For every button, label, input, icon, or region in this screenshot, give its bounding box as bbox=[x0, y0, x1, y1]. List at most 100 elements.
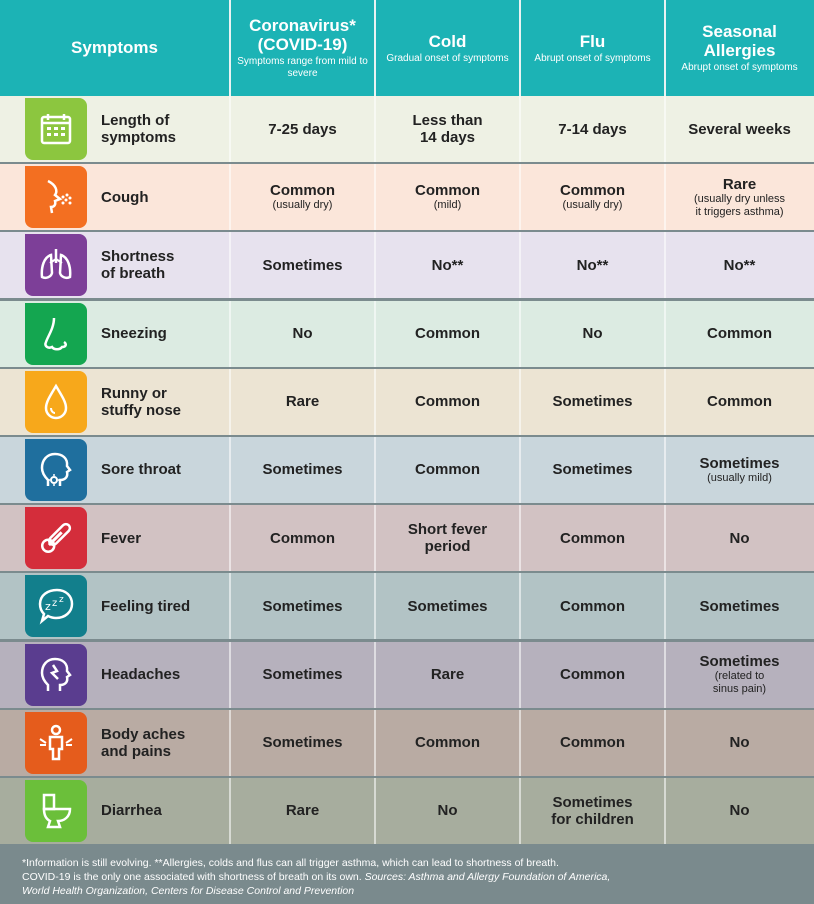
footnote-line-1: *Information is still evolving. **Allerg… bbox=[22, 857, 559, 869]
table-row: Length of symptoms 7-25 days Less than 14 … bbox=[0, 96, 814, 162]
cell-note: (usually mild) bbox=[707, 471, 772, 484]
value-cell-cold: Common bbox=[376, 436, 521, 503]
cell-value: Common bbox=[707, 325, 772, 343]
symptom-cell: Diarrhea bbox=[0, 777, 231, 844]
cell-value: No** bbox=[723, 256, 756, 274]
symptom-label: Sneezing bbox=[101, 325, 167, 343]
value-cell-allergies: Rare (usually dry unless it triggers asth… bbox=[666, 164, 813, 230]
symptom-cell: Body aches and pains bbox=[0, 709, 231, 776]
symptom-cell: Sneezing bbox=[0, 300, 231, 367]
cell-value: Several weeks bbox=[688, 120, 791, 138]
value-cell-cold: Less than 14 days bbox=[376, 96, 521, 162]
header-symptoms: Symptoms bbox=[0, 0, 231, 96]
table-row: Runny or stuffy nose Rare Common Sometimes C… bbox=[0, 368, 814, 435]
cell-value: Rare bbox=[285, 802, 320, 820]
cell-value: Common bbox=[415, 182, 480, 200]
svg-text:z: z bbox=[52, 598, 57, 609]
value-cell-flu: Common bbox=[521, 709, 666, 776]
value-cell-covid: 7-25 days bbox=[231, 96, 376, 162]
value-cell-allergies: No bbox=[666, 778, 813, 844]
table-row: Body aches and pains Sometimes Common Commo… bbox=[0, 709, 814, 776]
svg-text:z: z bbox=[59, 595, 64, 605]
cell-value: Rare bbox=[722, 175, 757, 193]
svg-text:z: z bbox=[45, 600, 51, 613]
cell-value: 7-14 days bbox=[558, 120, 627, 138]
header-covid-title: Coronavirus* (COVID-19) bbox=[249, 16, 356, 54]
cell-value: No bbox=[729, 734, 750, 752]
value-cell-cold: Sometimes bbox=[376, 573, 521, 640]
value-cell-covid: Common bbox=[231, 505, 376, 572]
cell-value: Common bbox=[560, 182, 625, 200]
cell-value: Sometimes bbox=[552, 461, 633, 479]
value-cell-allergies: No** bbox=[666, 232, 813, 298]
footnote: *Information is still evolving. **Allerg… bbox=[0, 850, 814, 904]
symptom-label: Fever bbox=[101, 529, 142, 547]
cell-value: Common bbox=[270, 182, 335, 200]
table-row: Cough Common (usually dry) Common (mild) Comm… bbox=[0, 164, 814, 231]
cell-note: (usually dry unless it triggers asthma) bbox=[693, 192, 786, 218]
cell-value: No bbox=[437, 802, 458, 820]
table-row: Sore throat Sometimes Common Sometimes Somet… bbox=[0, 436, 814, 503]
value-cell-cold: No** bbox=[376, 232, 521, 299]
table-row: Diarrhea Rare No Sometimes for children No bbox=[0, 777, 814, 844]
cell-value: Common bbox=[415, 325, 480, 343]
value-cell-flu: Sometimes bbox=[521, 368, 666, 435]
header-covid-subtitle: Symptoms range from mild to severe bbox=[237, 56, 368, 79]
cell-value: Sometimes bbox=[552, 393, 633, 411]
footnote-sources: Sources: Asthma and Allergy Foundation o… bbox=[22, 871, 611, 897]
cell-value: Less than 14 days bbox=[412, 112, 483, 146]
header-allergies-subtitle: Abrupt onset of symptoms bbox=[681, 62, 798, 73]
symptom-label: Shortness of breath bbox=[101, 248, 175, 283]
value-cell-allergies: No bbox=[666, 505, 813, 571]
value-cell-flu: Common bbox=[521, 641, 666, 708]
table-row: Shortness of breath Sometimes No** No** No** bbox=[0, 232, 814, 299]
value-cell-covid: Sometimes bbox=[231, 641, 376, 708]
cell-value: No bbox=[729, 802, 750, 820]
header-cold-subtitle: Gradual onset of symptoms bbox=[386, 52, 509, 64]
value-cell-cold: Common bbox=[376, 368, 521, 435]
table-row: Fever Common Short fever period Common No bbox=[0, 505, 814, 572]
cell-value: Sometimes bbox=[262, 734, 343, 752]
value-cell-covid: Rare bbox=[231, 368, 376, 435]
cell-value: Common bbox=[560, 734, 625, 752]
cell-note: (mild) bbox=[433, 199, 462, 212]
cell-value: Common bbox=[270, 529, 335, 547]
value-cell-flu: Sometimes for children bbox=[521, 777, 666, 844]
value-cell-covid: Sometimes bbox=[231, 436, 376, 503]
symptom-label: Headaches bbox=[101, 666, 181, 683]
cell-value: Sometimes bbox=[699, 597, 780, 615]
table-row: Sneezing No Common No Common bbox=[0, 300, 814, 367]
symptom-cell: Headaches bbox=[0, 641, 231, 708]
value-cell-allergies: Several weeks bbox=[666, 96, 813, 162]
header-cold-title: Cold bbox=[428, 31, 467, 51]
value-cell-allergies: Sometimes (usually mild) bbox=[666, 437, 813, 503]
header-covid: Coronavirus* (COVID-19) Symptoms range f… bbox=[231, 0, 376, 96]
cell-value: No bbox=[292, 325, 313, 343]
cell-note: (usually dry) bbox=[272, 199, 333, 212]
cell-value: No bbox=[729, 529, 750, 547]
table-row: z z z Feeling tired Sometimes Sometimes Common… bbox=[0, 573, 814, 640]
cell-note: (related to sinus pain) bbox=[712, 670, 767, 695]
cell-value: Sometimes bbox=[262, 597, 343, 615]
value-cell-allergies: No bbox=[666, 710, 813, 776]
value-cell-flu: Common (usually dry) bbox=[521, 164, 666, 231]
symptom-cell: Shortness of breath bbox=[0, 232, 231, 299]
header-cold: Cold Gradual onset of symptoms bbox=[376, 0, 521, 96]
symptom-cell: Runny or stuffy nose bbox=[0, 368, 231, 435]
cell-value: Common bbox=[560, 597, 625, 615]
cough-icon bbox=[25, 166, 87, 229]
value-cell-flu: Sometimes bbox=[521, 436, 666, 503]
header-flu: Flu Abrupt onset of symptoms bbox=[521, 0, 666, 96]
value-cell-flu: 7-14 days bbox=[521, 96, 666, 162]
table-header: Symptoms Coronavirus* (COVID-19) Symptom… bbox=[0, 0, 814, 96]
header-flu-subtitle: Abrupt onset of symptoms bbox=[534, 52, 651, 64]
cell-value: Sometimes bbox=[262, 256, 343, 274]
headache-icon bbox=[25, 643, 87, 706]
droplet-icon bbox=[25, 370, 87, 433]
cell-value: Short fever period bbox=[407, 521, 488, 556]
table-row: Headaches Sometimes Rare Common Sometimes (re… bbox=[0, 641, 814, 708]
value-cell-covid: No bbox=[231, 300, 376, 367]
cell-value: Common bbox=[560, 529, 625, 547]
cell-value: Sometimes bbox=[262, 461, 343, 479]
